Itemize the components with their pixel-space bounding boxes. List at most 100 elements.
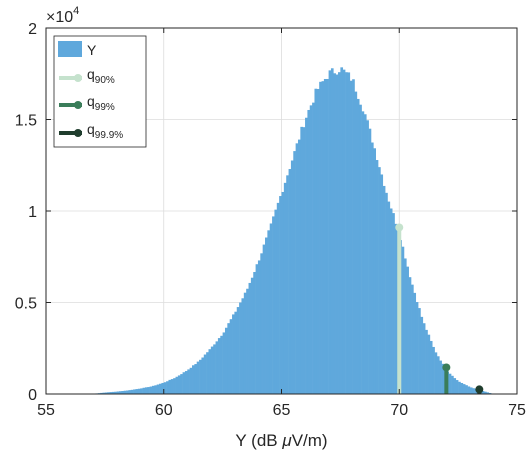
histogram-bar [248,282,252,394]
histogram-bar [156,384,160,394]
histogram-bar [288,169,292,394]
histogram-bar [168,379,172,394]
x-tick-label: 60 [155,402,173,419]
histogram-bar [330,68,334,394]
histogram-bar [149,386,153,394]
histogram-bar [222,332,226,394]
histogram-bar [175,376,179,394]
legend-marker-q99 [74,101,82,109]
histogram-bar [316,88,320,395]
histogram-bar [234,311,238,394]
histogram-bar [453,378,457,394]
legend-label-q999-base: q [87,121,95,137]
histogram-bar [345,72,348,394]
histogram-bar [161,382,165,394]
histogram-bar [276,202,280,394]
histogram-bar [359,104,362,394]
histogram-bar [281,191,285,394]
histogram-bar [199,359,202,394]
histogram-bar [368,128,372,395]
y-tick-label: 2 [28,21,37,38]
histogram-bar [267,230,271,394]
x-tick-label: 65 [273,402,291,419]
histogram-bar [147,387,150,394]
histogram-bar [293,151,296,394]
histogram-bar [465,385,468,394]
histogram-bar [166,381,169,394]
histogram-bar [326,78,329,395]
histogram-bar [429,340,433,394]
histogram-bar [455,380,459,394]
legend-label-q90: q90% [87,66,115,86]
histogram-bar [290,160,294,394]
histogram-bar [347,72,351,394]
histogram-bar [151,385,155,394]
histogram-bar [104,392,108,394]
histogram-bar [481,390,485,394]
y-tick-label: 1 [28,204,37,221]
x-axis-title: Y (dB μV/m) [235,431,327,450]
histogram-bar [302,127,306,395]
histogram-bar [448,373,452,394]
legend-label-q99: q99% [87,93,115,113]
stem-marker-q90 [395,223,404,232]
legend-entry-y: Y [58,41,97,58]
x-tick-label: 75 [508,402,526,419]
histogram-bar [460,382,464,394]
legend-swatch-y [58,41,82,57]
histogram-bar [140,388,143,394]
histogram-bar [194,364,198,394]
histogram-bar [335,74,339,394]
histogram-bar [102,392,106,394]
histogram-bar [413,292,417,394]
histogram-bar [488,392,492,394]
histogram-bar [184,371,188,394]
histogram-bar [314,88,318,395]
histogram-bar [109,392,113,394]
histogram-bar [208,349,212,394]
histogram-bar [403,258,407,394]
legend-marker-q999 [74,129,82,137]
histogram-bar [173,378,176,394]
histogram-bar [434,352,438,394]
histogram-bar [366,120,369,394]
histogram-bar [486,392,490,394]
histogram-bar [114,391,117,394]
histogram-bar [286,175,289,394]
quantile-stems [395,223,484,394]
histogram-bar [163,382,167,394]
histogram-bar [370,142,374,394]
x-axis-title-suffix: V/m) [292,431,328,450]
legend-entry-q999: q99.9% [59,121,123,141]
histogram-bar [387,201,391,394]
histogram-bar [472,388,475,394]
histogram-bar [236,307,240,394]
histogram-bar [385,192,388,394]
histogram-bar [389,208,393,394]
histogram-bar [312,102,315,394]
histogram-bar [215,341,219,394]
histogram-bar [241,298,245,394]
histogram-bar [321,81,325,394]
histogram-bar [137,388,141,394]
histogram-bar [126,390,129,394]
histogram-bar [210,346,214,394]
stem-marker-q999 [475,385,484,394]
histogram-bar [189,367,193,394]
histogram-bar [123,390,127,394]
y-multiplier-base: ×10 [46,9,73,26]
y-tick-label: 0 [28,387,37,404]
histogram-bar [373,148,376,394]
histogram-bar [307,109,311,395]
histogram-bar [392,213,395,394]
histogram-bar [100,392,103,394]
histogram-bar [182,372,186,394]
histogram-bar [467,386,471,394]
histogram-bar [462,384,466,394]
histogram-bar [295,143,299,394]
x-axis-title-prefix: Y (dB [235,431,282,450]
histogram-bar [427,334,431,394]
histogram-bar [439,360,442,394]
histogram-bar [239,302,242,394]
stem-marker-q99 [442,363,451,372]
